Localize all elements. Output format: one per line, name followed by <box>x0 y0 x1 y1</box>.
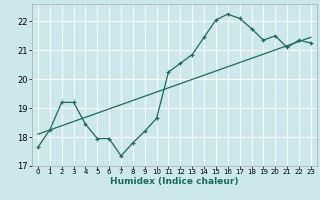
X-axis label: Humidex (Indice chaleur): Humidex (Indice chaleur) <box>110 177 239 186</box>
